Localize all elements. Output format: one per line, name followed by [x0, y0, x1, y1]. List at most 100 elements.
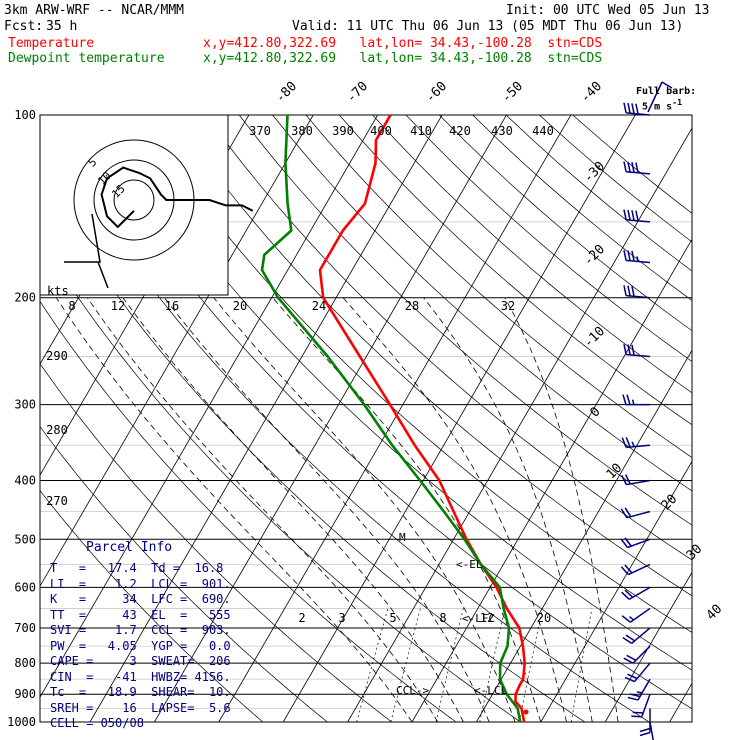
moist-adiabat — [423, 297, 593, 722]
moist-adiabat — [164, 297, 490, 722]
parcel-info-row: LI = 1.2 LCL = 901. — [50, 576, 231, 591]
plot-frame — [39, 114, 693, 723]
isotherm-line — [540, 460, 692, 722]
isotherm-label: 10 — [604, 461, 626, 483]
hodograph-ring — [113, 179, 155, 221]
wind-barb — [627, 678, 651, 701]
moist-adiabat — [122, 297, 464, 722]
dry-adiabat — [339, 115, 692, 426]
model-title: 3km ARW-WRF -- NCAR/MMM — [4, 3, 185, 18]
theta-label: 390 — [332, 124, 354, 138]
dewpoint-line — [260, 114, 522, 723]
hodograph-speed-label: 24 — [312, 299, 326, 313]
isotherm-line — [476, 349, 692, 722]
isotherm-label: -20 — [581, 242, 608, 269]
moist-adiabat — [213, 297, 516, 722]
mixing-ratio-label: 20 — [537, 611, 551, 625]
isotherm-line — [40, 115, 379, 698]
ccl-annotation: CCL-> — [396, 684, 429, 697]
legend-barb — [647, 81, 673, 113]
mixing-ratio-label: 3 — [338, 611, 345, 625]
sounding-profiles — [260, 114, 529, 723]
temperature-line — [318, 114, 526, 723]
theta-label: 380 — [291, 124, 313, 138]
legend-temperature-label: Temperature — [8, 36, 95, 51]
pressure-label: 800 — [14, 656, 36, 670]
hodograph-speed-label: 8 — [68, 299, 75, 313]
hodograph-speed-label: 20 — [233, 299, 247, 313]
dry-adiabat — [472, 115, 692, 301]
hodograph-speed-label: 28 — [405, 299, 419, 313]
theta-label: 430 — [491, 124, 513, 138]
isotherm-label: -80 — [273, 79, 300, 106]
legend-temperature-location: x,y=412.80,322.69 lat,lon= 34.43,-100.28… — [203, 36, 603, 51]
valid-time: Valid: 11 UTC Thu 06 Jun 13 (05 MDT Thu … — [292, 19, 684, 34]
wind-barb — [623, 209, 651, 223]
theta-label: 280 — [46, 423, 68, 437]
dry-adiabat — [405, 115, 692, 362]
mixing-ratio-line — [435, 608, 464, 722]
wind-barbs — [620, 81, 673, 740]
wind-barb — [620, 563, 651, 576]
fcst-label: Fcst: — [4, 19, 44, 34]
parcel-info-row: TT = 43 EL = 555 — [50, 607, 231, 622]
moist-adiabat — [86, 297, 439, 722]
full-barb-line1: Full barb: — [636, 86, 697, 97]
parcel-info-row: CIN = -41 HWBZ= 4156. — [50, 669, 231, 684]
moist-adiabat — [272, 297, 542, 722]
wind-barb — [621, 586, 651, 600]
isotherm-line — [282, 115, 636, 722]
lcl-annotation: <-LCL — [474, 684, 507, 697]
theta-label: 400 — [370, 124, 392, 138]
isotherm-label: 30 — [684, 542, 706, 564]
isotherm-label: -30 — [581, 159, 608, 186]
isotherm-line — [218, 115, 572, 722]
wind-barb — [624, 662, 651, 683]
dry-adiabat — [505, 115, 692, 272]
theta-label: 440 — [532, 124, 554, 138]
isotherm-label: -40 — [578, 79, 605, 106]
dry-adiabat — [40, 363, 392, 722]
wind-barb — [622, 627, 651, 645]
wind-barb — [623, 250, 651, 264]
wind-barb — [623, 285, 651, 299]
parcel-info-row: SREH = 16 LAPSE= 5.6 — [50, 700, 231, 715]
dry-adiabat — [40, 490, 264, 722]
wind-barb — [631, 693, 651, 718]
parcel-info-row: K = 34 LFC = 690. — [50, 592, 231, 606]
dry-adiabat — [40, 239, 521, 722]
parcel-info-title: Parcel Info — [86, 540, 173, 555]
hodograph-speed-label: 16 — [165, 299, 179, 313]
hodograph-speed-label: 12 — [111, 299, 125, 313]
wind-barb — [623, 102, 651, 116]
mark-annotation: M — [399, 531, 406, 544]
mixing-ratio-label: 8 — [439, 611, 446, 625]
mixing-ratio-line — [356, 608, 389, 722]
parcel-info-row: PW = 4.05 YGP = 0.0 — [50, 638, 231, 653]
theta-label: 420 — [449, 124, 471, 138]
isotherm-label: 40 — [704, 602, 726, 624]
wind-barb — [621, 437, 651, 449]
mixing-ratio-line — [479, 608, 506, 722]
theta-label: 290 — [46, 349, 68, 363]
pressure-label: 400 — [14, 473, 36, 487]
pressure-label: 600 — [14, 580, 36, 594]
theta-label: 410 — [410, 124, 432, 138]
hodograph-speed-label: 32 — [501, 299, 515, 313]
moist-adiabat — [342, 297, 567, 722]
legend-dewpoint-label: Dewpoint temperature — [8, 51, 165, 66]
wind-barb — [623, 645, 651, 664]
hodograph-frame — [39, 114, 229, 296]
lfc-annotation: <-LFC — [462, 612, 495, 625]
parcel-info-row: SVI = 1.7 CCL = 903. — [50, 623, 231, 637]
parcel-info-row: T = 17.4 Td = 16.8 — [50, 561, 224, 575]
isotherm-label: -50 — [499, 79, 526, 106]
mixing-ratio-label: 5 — [389, 611, 396, 625]
moist-adiabat — [504, 297, 619, 722]
hodograph-tail — [64, 213, 109, 289]
theta-label: 270 — [46, 494, 68, 508]
dry-adiabat — [539, 115, 692, 243]
wind-barb — [622, 394, 650, 406]
